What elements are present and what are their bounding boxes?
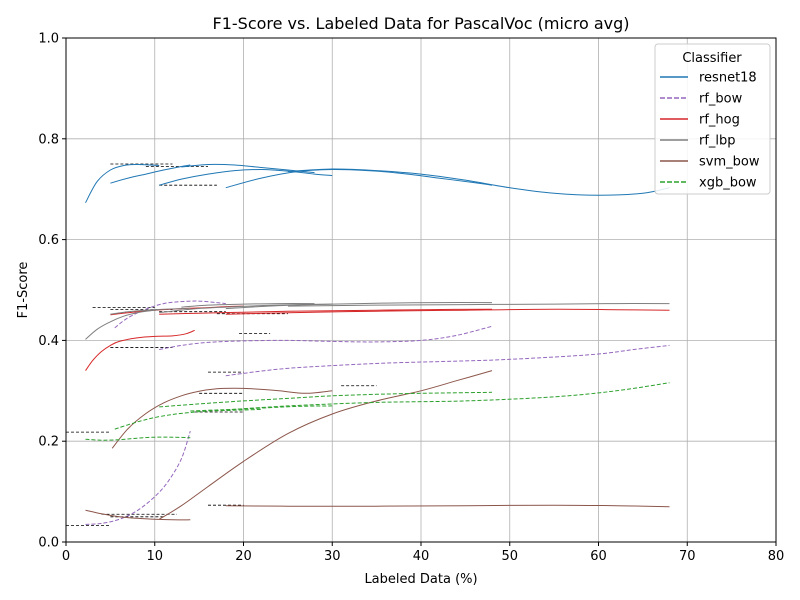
x-tick-label: 80 — [768, 549, 785, 564]
series-line — [225, 302, 493, 310]
series-line — [159, 308, 493, 315]
x-tick-label: 10 — [146, 549, 163, 564]
legend-label: rf_bow — [699, 92, 743, 107]
series-line — [181, 163, 315, 174]
series-svm-bow — [85, 370, 670, 521]
legend-title: Classifier — [682, 51, 742, 66]
series-line — [287, 168, 670, 196]
series-line — [114, 408, 262, 430]
legend-label: rf_hog — [699, 113, 740, 128]
x-tick-label: 30 — [324, 549, 341, 564]
x-tick-label: 20 — [235, 549, 252, 564]
series-line — [225, 504, 670, 508]
series-rf-bow — [85, 300, 670, 525]
x-tick-label: 50 — [501, 549, 518, 564]
y-tick-label: 0.0 — [38, 536, 59, 551]
series-xgb-bow — [85, 382, 670, 441]
x-tick-label: 0 — [62, 549, 70, 564]
series-line — [110, 307, 191, 315]
y-axis-ticks: 0.0 0.2 0.4 0.6 0.8 1.0 — [38, 32, 66, 551]
y-tick-label: 1.0 — [38, 32, 59, 47]
series-line — [85, 163, 160, 204]
series-line — [159, 168, 333, 186]
legend-items: resnet18 rf_bow rf_hog rf_lbp svm_bow xgb_bow — [660, 71, 760, 191]
y-tick-label: 0.8 — [38, 132, 59, 147]
x-axis-label: Labeled Data (%) — [364, 572, 477, 587]
x-tick-label: 40 — [413, 549, 430, 564]
series-rf-hog — [85, 305, 670, 371]
series-line — [225, 168, 493, 189]
x-axis-ticks: 0 10 20 30 40 50 60 70 80 — [62, 542, 784, 564]
legend-label: rf_lbp — [699, 134, 736, 149]
legend: Classifier resnet18 rf_bow rf_hog rf_lbpsvm… — [654, 43, 771, 195]
y-tick-label: 0.6 — [38, 233, 59, 248]
series-line — [287, 303, 670, 307]
legend-label: svm_bow — [699, 155, 760, 170]
x-tick-label: 60 — [590, 549, 607, 564]
series-line — [225, 308, 670, 315]
series-line — [225, 382, 670, 411]
x-tick-label: 70 — [679, 549, 696, 564]
series-line — [85, 430, 191, 525]
series-line — [85, 436, 191, 441]
series-resnet18 — [85, 163, 670, 204]
series-line — [159, 391, 493, 408]
legend-label: xgb_bow — [699, 176, 757, 191]
y-tick-label: 0.4 — [38, 334, 59, 349]
series-rf-lbp — [85, 302, 670, 340]
series-line — [225, 344, 670, 377]
series-line — [85, 329, 195, 371]
series-line — [114, 300, 226, 329]
series-line — [85, 309, 160, 340]
series-line — [85, 509, 191, 521]
series-line — [190, 405, 333, 412]
series-line — [158, 370, 493, 520]
y-axis-label: F1-Score — [16, 262, 31, 319]
y-tick-label: 0.2 — [38, 435, 59, 450]
series-line — [181, 303, 315, 308]
chart-title: F1-Score vs. Labeled Data for PascalVoc … — [213, 14, 630, 33]
legend-label: resnet18 — [699, 71, 757, 86]
series-line — [111, 387, 333, 449]
series-group — [85, 163, 670, 525]
legend-box — [654, 43, 771, 195]
series-line — [159, 325, 493, 350]
series-line — [110, 164, 191, 184]
